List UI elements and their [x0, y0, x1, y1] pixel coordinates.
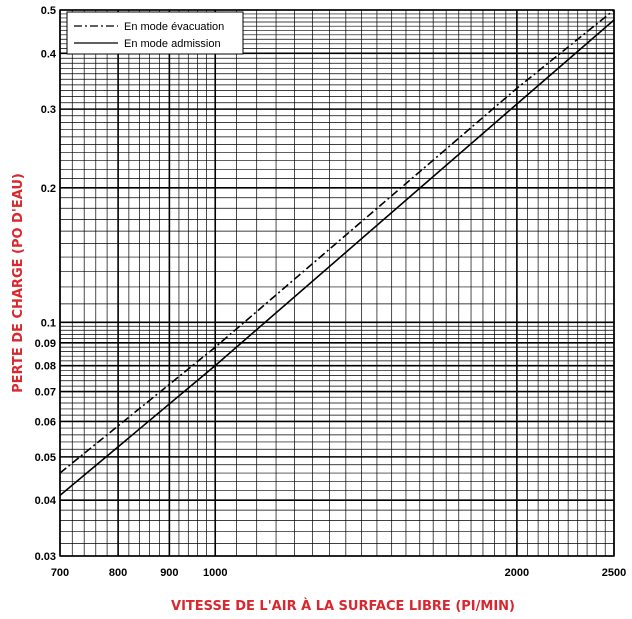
legend-box: [66, 11, 244, 55]
grid: [59, 9, 615, 557]
x-tick-label: 1000: [203, 567, 227, 579]
y-tick-label: 0.5: [41, 5, 56, 17]
x-axis-title: VITESSE DE L'AIR À LA SURFACE LIBRE (PI/…: [171, 598, 515, 614]
y-tick-label: 0.1: [41, 317, 56, 329]
series-lines: [59, 9, 615, 497]
series-line-0: [59, 9, 615, 474]
x-tick-label: 900: [160, 567, 178, 579]
y-tick-label: 0.08: [35, 361, 56, 373]
y-tick-label: 0.03: [35, 551, 56, 563]
x-tick-label: 2500: [602, 567, 626, 579]
y-tick-label: 0.4: [41, 48, 57, 60]
y-tick-label: 0.05: [35, 452, 56, 464]
y-tick-label: 0.07: [35, 387, 56, 399]
y-tick-label: 0.09: [35, 338, 56, 350]
y-tick-labels: 0.03 0.04 0.05 0.06 0.07 0.08 0.09 0.1 0.2 0.3 0.4…: [35, 5, 57, 563]
y-tick-label: 0.04: [35, 495, 57, 507]
legend: En mode évacuation En mode admission: [66, 11, 244, 55]
y-axis-title: PERTE DE CHARGE (PO D'EAU): [11, 173, 26, 393]
y-tick-label: 0.06: [35, 416, 56, 428]
x-tick-label: 2000: [505, 567, 529, 579]
x-tick-labels: 700 800 900 1000 2000 2500: [51, 567, 626, 579]
series-line-1: [59, 19, 615, 497]
y-tick-label: 0.2: [41, 183, 56, 195]
x-tick-label: 800: [109, 567, 127, 579]
x-tick-label: 700: [51, 567, 69, 579]
legend-label-admission: En mode admission: [124, 38, 221, 50]
y-tick-label: 0.3: [41, 104, 56, 116]
legend-label-evacuation: En mode évacuation: [124, 21, 224, 33]
